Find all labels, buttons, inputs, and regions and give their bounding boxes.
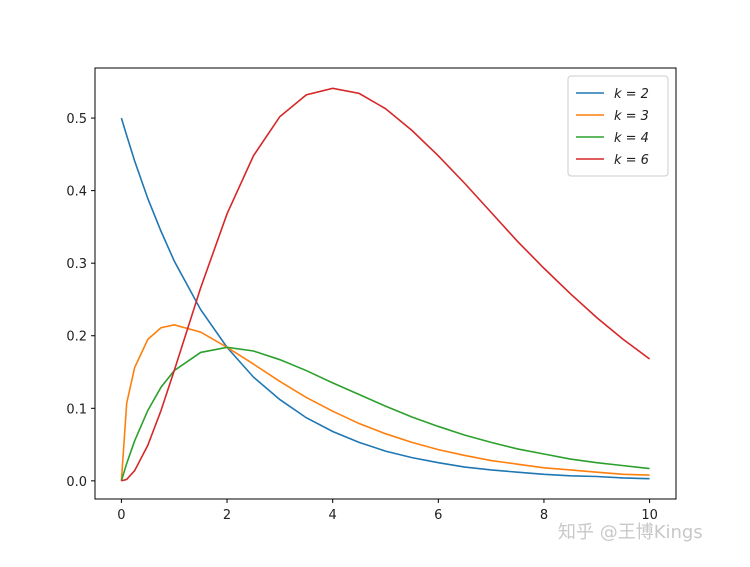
watermark: 知乎 @王博Kings <box>558 522 703 543</box>
y-tick-label: 0.4 <box>66 185 87 200</box>
legend-label: k = 3 <box>614 109 649 124</box>
series-line <box>120 346 650 482</box>
series-line <box>121 87 651 482</box>
x-tick-label: 2 <box>223 508 231 523</box>
y-tick-label: 0.2 <box>66 330 87 345</box>
y-tick-label: 0.5 <box>66 112 87 127</box>
series-line <box>120 324 650 481</box>
legend-box <box>567 75 669 177</box>
x-tick-label: 4 <box>329 508 337 523</box>
legend-label: k = 4 <box>614 131 649 146</box>
series-line <box>120 117 650 480</box>
x-tick-label: 6 <box>434 508 442 523</box>
plot-frame <box>94 67 677 500</box>
y-tick-label: 0.0 <box>66 475 87 490</box>
legend-label: k = 6 <box>614 153 649 168</box>
y-tick-label: 0.3 <box>66 257 87 272</box>
y-tick-label: 0.1 <box>66 402 87 417</box>
x-tick-label: 0 <box>117 508 125 523</box>
legend-label: k = 2 <box>614 87 649 102</box>
x-tick-label: 10 <box>641 508 658 523</box>
x-tick-label: 8 <box>540 508 548 523</box>
